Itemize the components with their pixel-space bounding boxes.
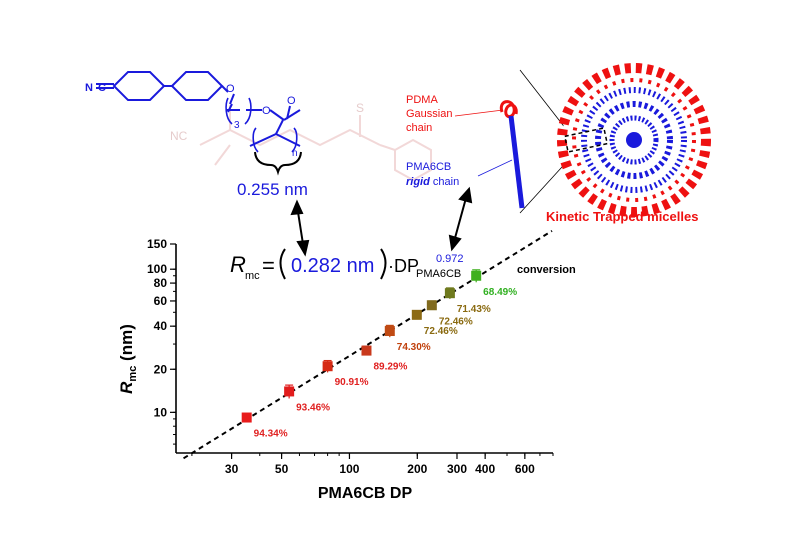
arrow-right-head-top [458, 186, 473, 204]
pdma-pointer-line [454, 109, 504, 117]
y-title-unit: (nm) [117, 324, 136, 366]
micelle-schematic: PDMA Gaussian chain PMA6CB rigid chain K… [406, 63, 711, 224]
ester-oxygen-label: O [262, 105, 271, 117]
arrow-left-head-top [290, 199, 304, 216]
phenyl-ring-2 [170, 71, 224, 101]
data-label: 89.29% [373, 362, 407, 373]
spacing-label: 0.255 nm [237, 180, 308, 199]
pdma-label-line-2: Gaussian [406, 108, 452, 120]
arrow-right-shaft [454, 197, 467, 239]
data-label: 74.30% [397, 342, 431, 353]
pma6cb-rod-icon [508, 115, 525, 209]
micelle-icon [557, 63, 711, 217]
eq-exponent: 0.972 [436, 253, 464, 265]
data-point [444, 288, 455, 299]
micelle-core-inner [609, 115, 659, 165]
x-tick-label: 300 [447, 462, 467, 476]
y-title-r: R [117, 381, 136, 394]
eq-coefficient: 0.282 nm [291, 255, 374, 277]
y-tick-label: 40 [154, 319, 168, 333]
arrow-left-head-bottom [296, 239, 310, 257]
x-tick-label: 400 [475, 462, 495, 476]
point-labels-group: 94.34% 93.46% 90.91% 89.29% 74.30% 72.46%72.4… [254, 287, 518, 440]
faded-raft-structure [199, 105, 432, 182]
pma6cb-label: PMA6CB [406, 161, 451, 173]
y-axis-title: Rmc (nm) [117, 324, 139, 394]
data-point [361, 345, 372, 356]
data-point [426, 300, 437, 311]
eq-dot-dp: ·DP [388, 256, 419, 276]
nitrile-c-label: C [98, 82, 106, 94]
micelle-caption: Kinetic Trapped micelles [546, 209, 698, 224]
y-tick-label: 80 [154, 276, 168, 290]
faded-s-label: S [356, 101, 364, 115]
eq-dp-sub: PMA6CB [416, 268, 461, 280]
data-label: 72.46% [424, 326, 458, 337]
scaling-equation: R mc = 0.282 nm ·DP PMA6CB 0.972 [230, 248, 464, 282]
y-tick-label: 60 [154, 294, 168, 308]
y-tick-label: 20 [154, 362, 168, 376]
subscript-n-label: n [292, 148, 298, 159]
nitrile-n-label: N [85, 82, 93, 94]
x-tick-label: 600 [515, 462, 535, 476]
data-point [284, 386, 295, 397]
link-arrows [290, 186, 473, 257]
phenyl-ring-1 [112, 71, 166, 101]
pdma-label-line-1: PDMA [406, 94, 438, 106]
x-tick-label: 50 [275, 462, 289, 476]
micelle-core-outer [581, 87, 687, 193]
chain-word: chain [430, 176, 459, 188]
y-tick-label: 150 [147, 237, 167, 251]
data-label: 94.34% [254, 429, 288, 440]
x-tick-label: 200 [407, 462, 427, 476]
legend-title: conversion [517, 264, 576, 276]
x-axis-title: PMA6CB DP [318, 485, 413, 502]
y-tick-label: 10 [154, 405, 168, 419]
x-tick-label: 30 [225, 462, 239, 476]
rigid-chain-label: rigid chain [406, 176, 459, 188]
eq-r-sub: mc [245, 270, 260, 282]
x-tick-label: 100 [339, 462, 359, 476]
micelle-core-middle [595, 101, 673, 179]
eq-right-paren [380, 248, 387, 280]
repeat-unit-brace [254, 151, 302, 176]
ether-oxygen-label: O [226, 83, 235, 95]
data-label: 90.91% [335, 377, 369, 388]
y-tick-label: 100 [147, 262, 167, 276]
arrow-left-shaft [297, 211, 304, 245]
faded-nc-label: NC [170, 129, 188, 143]
data-point [241, 412, 252, 423]
data-points-group [241, 269, 482, 423]
carbonyl-oxygen-label: O [287, 95, 296, 107]
y-title-sub: mc [127, 366, 139, 382]
data-point [322, 361, 333, 372]
data-label: 71.43% [457, 304, 491, 315]
micelle-center [626, 132, 642, 148]
pma6cb-pointer-line [477, 159, 513, 177]
pma6cb-monomer-structure: NC S N C O O O 3 n [85, 71, 432, 199]
data-label: 72.46% [439, 316, 473, 327]
rigid-word: rigid [406, 176, 430, 188]
subscript-3-label: 3 [234, 120, 240, 131]
data-label: 68.49% [483, 287, 517, 298]
arrow-right-head-bottom [448, 234, 462, 252]
eq-equals: = [262, 253, 275, 278]
data-point [384, 326, 395, 337]
data-label: 93.46% [296, 402, 330, 413]
data-point [411, 309, 422, 320]
eq-r: R [230, 252, 246, 277]
data-point [471, 270, 482, 281]
blue-monomer-bonds [96, 71, 301, 153]
pdma-label-line-3: chain [406, 122, 432, 134]
eq-left-paren [279, 248, 286, 280]
pdma-coil-icon [499, 100, 518, 118]
